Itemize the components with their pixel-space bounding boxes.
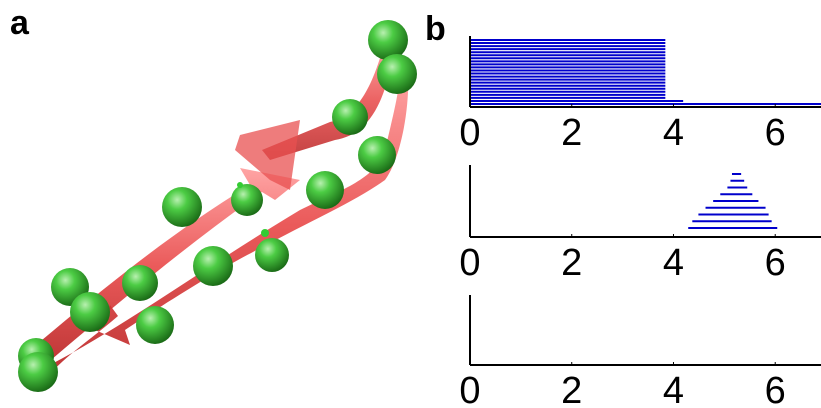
molecule-render: [18, 20, 417, 392]
x-tick-label: 4: [663, 370, 684, 408]
x-tick-label: 0: [459, 370, 480, 408]
x-tick-label: 0: [459, 112, 480, 154]
x-tick-label: 2: [561, 112, 582, 154]
x-tick-label: 4: [663, 112, 684, 154]
x-tick-label: 2: [561, 242, 582, 284]
panel-label: b: [425, 10, 446, 48]
x-tick-label: 4: [663, 242, 684, 284]
x-tick-label: 2: [561, 370, 582, 408]
x-tick-label: 6: [765, 242, 786, 284]
x-tick-label: 0: [459, 242, 480, 284]
panel-label: a: [10, 4, 30, 42]
x-tick-label: 6: [765, 370, 786, 408]
x-tick-label: 6: [765, 112, 786, 154]
